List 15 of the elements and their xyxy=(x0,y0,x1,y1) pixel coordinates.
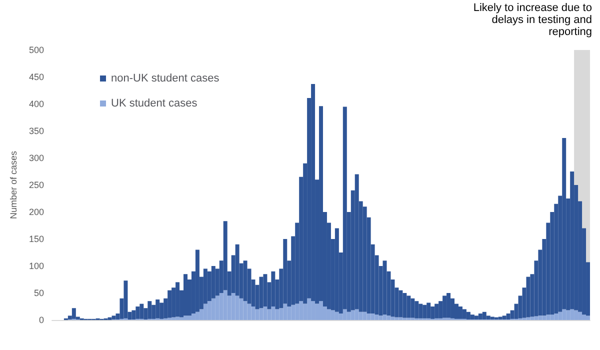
legend-label: UK student cases xyxy=(111,98,198,110)
y-tick-label: 300 xyxy=(28,153,44,163)
y-tick-label: 250 xyxy=(28,180,44,190)
legend-label: non-UK student cases xyxy=(111,72,220,84)
text: Likely to increase due to delays in testing and reporting xyxy=(472,2,592,38)
y-tick-label: 200 xyxy=(28,207,44,217)
y-tick-label: 500 xyxy=(28,45,44,55)
y-tick-label: 150 xyxy=(28,234,44,244)
y-tick-label: 100 xyxy=(28,261,44,271)
y-tick-label: 350 xyxy=(28,126,44,136)
y-axis-title: Number of cases xyxy=(8,150,19,220)
y-tick-label: 400 xyxy=(28,99,44,109)
y-tick-label: 450 xyxy=(28,72,44,82)
y-tick-label: 0 xyxy=(38,315,44,325)
y-tick-label: 50 xyxy=(34,288,44,298)
